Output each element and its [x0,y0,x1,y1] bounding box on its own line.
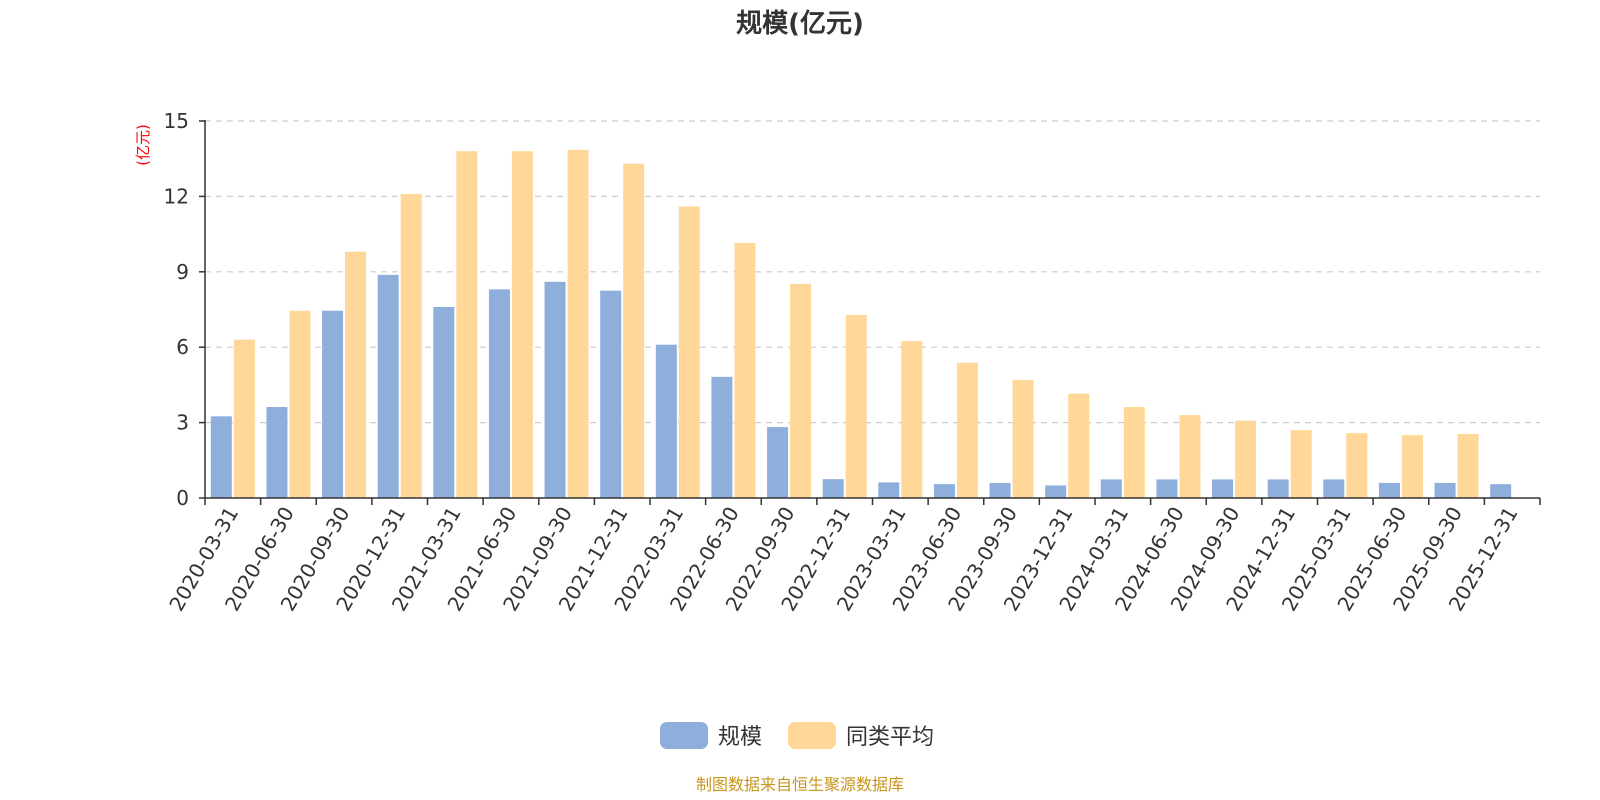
y-tick-label: 9 [176,260,189,284]
bar-peer-average [511,151,533,498]
bar-peer-average [1401,435,1423,498]
bar-scale [210,416,232,498]
bar-peer-average [956,362,978,498]
bar-peer-average [1012,379,1034,498]
y-tick-label: 6 [176,335,189,359]
bar-peer-average [1123,407,1145,498]
bar-peer-average [623,163,645,498]
bar-scale [1212,479,1234,498]
bar-scale [878,482,900,498]
legend-swatch[interactable] [660,722,708,749]
bar-peer-average [1457,433,1479,498]
bar-peer-average [345,251,367,498]
y-tick-label: 12 [164,184,189,208]
bar-scale [1490,484,1512,498]
grid-lines [205,120,1540,424]
y-tick-label: 3 [176,411,189,435]
bar-peer-average [456,151,478,498]
bar-peer-average [1290,430,1312,498]
bar-peer-average [233,339,255,498]
bars [210,149,1512,499]
bar-peer-average [1068,393,1090,498]
bar-scale [544,281,566,498]
bar-peer-average [790,283,812,498]
bar-scale [1045,485,1067,498]
bar-scale [989,482,1011,498]
y-axis-unit-label: (亿元) [134,124,152,166]
y-tick-label: 0 [176,486,189,510]
legend-label[interactable]: 同类平均 [846,725,934,750]
y-tick-label: 15 [164,109,189,133]
bar-peer-average [901,340,923,498]
bar-peer-average [289,310,311,498]
bar-scale [711,376,733,498]
bar-peer-average [678,206,700,498]
bar-peer-average [1346,433,1368,498]
chart-title: 规模(亿元) [736,9,864,39]
source-note: 制图数据来自恒生聚源数据库 [696,775,904,794]
legend: 规模 同类平均 [660,722,934,750]
bar-scale [933,484,955,498]
bar-scale [322,310,344,498]
bar-scale [377,274,399,498]
bar-scale [488,289,510,498]
bar-scale [1100,479,1122,498]
bar-scale [1267,479,1289,498]
bar-scale [767,427,789,498]
bar-peer-average [567,149,589,499]
bar-peer-average [734,242,756,498]
bar-peer-average [1179,415,1201,498]
bar-peer-average [845,315,867,498]
bar-scale [266,407,288,498]
bar-scale [1156,479,1178,498]
bar-peer-average [1235,420,1257,498]
legend-label[interactable]: 规模 [718,725,762,750]
bar-scale [600,290,622,498]
bar-scale [1378,482,1400,498]
bar-peer-average [400,193,422,499]
legend-swatch[interactable] [788,722,836,749]
bar-scale [1323,479,1345,498]
bar-scale [433,306,455,498]
bar-scale [655,344,677,498]
bar-scale [822,479,844,498]
bar-scale [1434,482,1456,498]
